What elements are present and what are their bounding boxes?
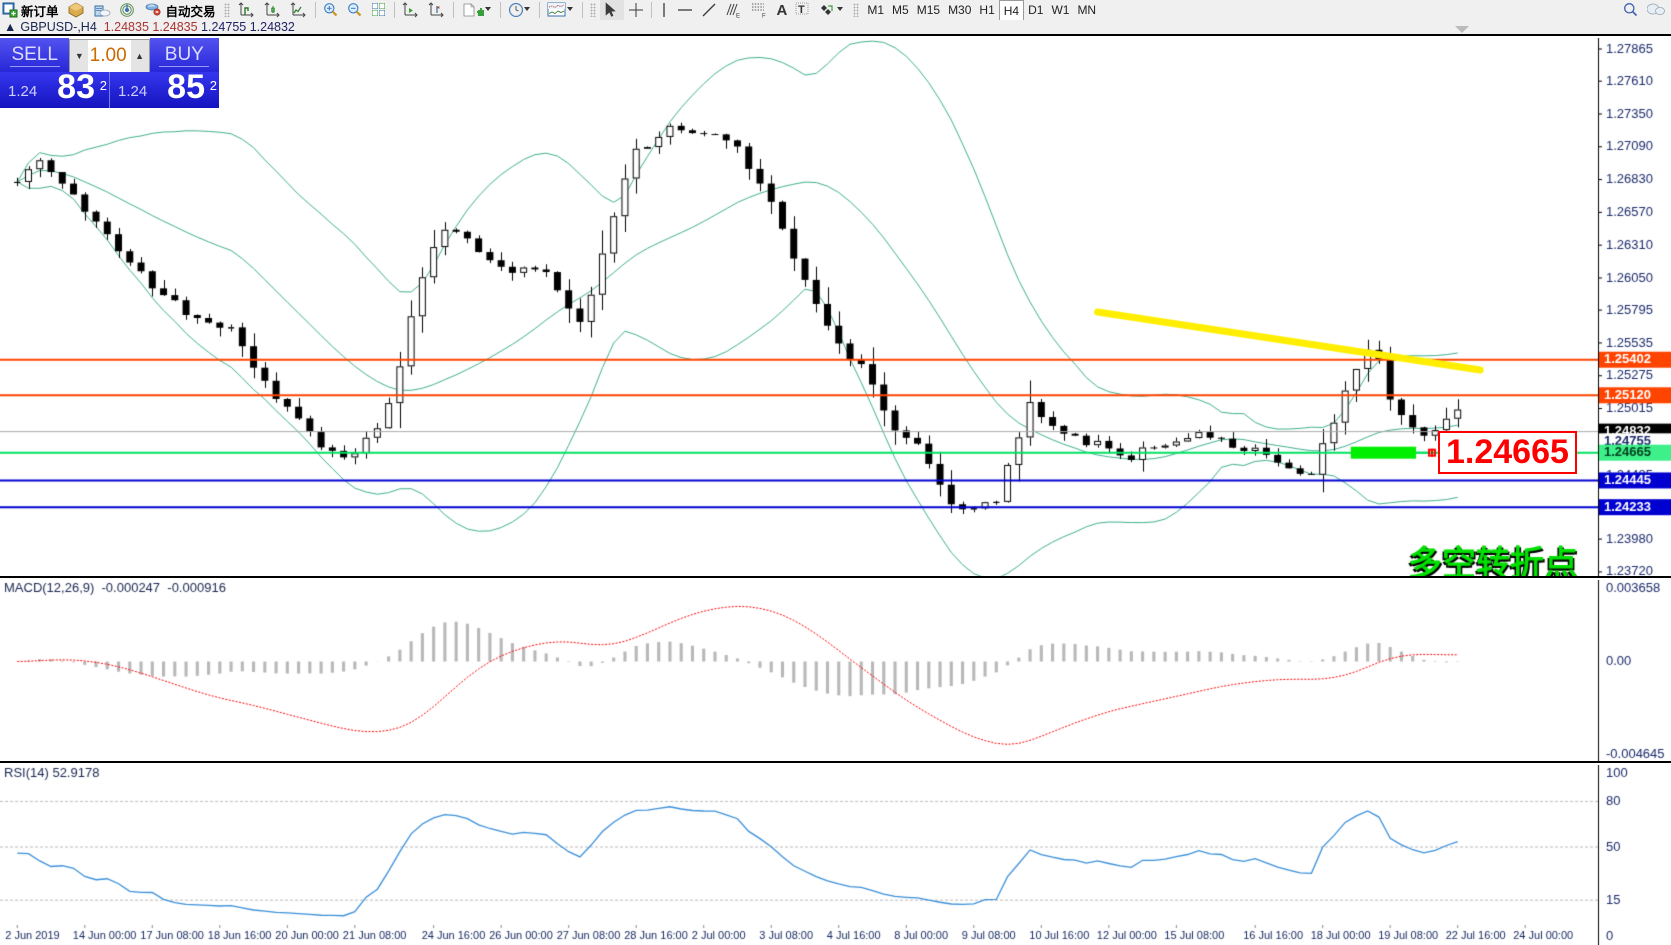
svg-text:E: E — [736, 14, 740, 19]
svg-text:F: F — [762, 14, 766, 19]
svg-text:T: T — [798, 4, 805, 16]
